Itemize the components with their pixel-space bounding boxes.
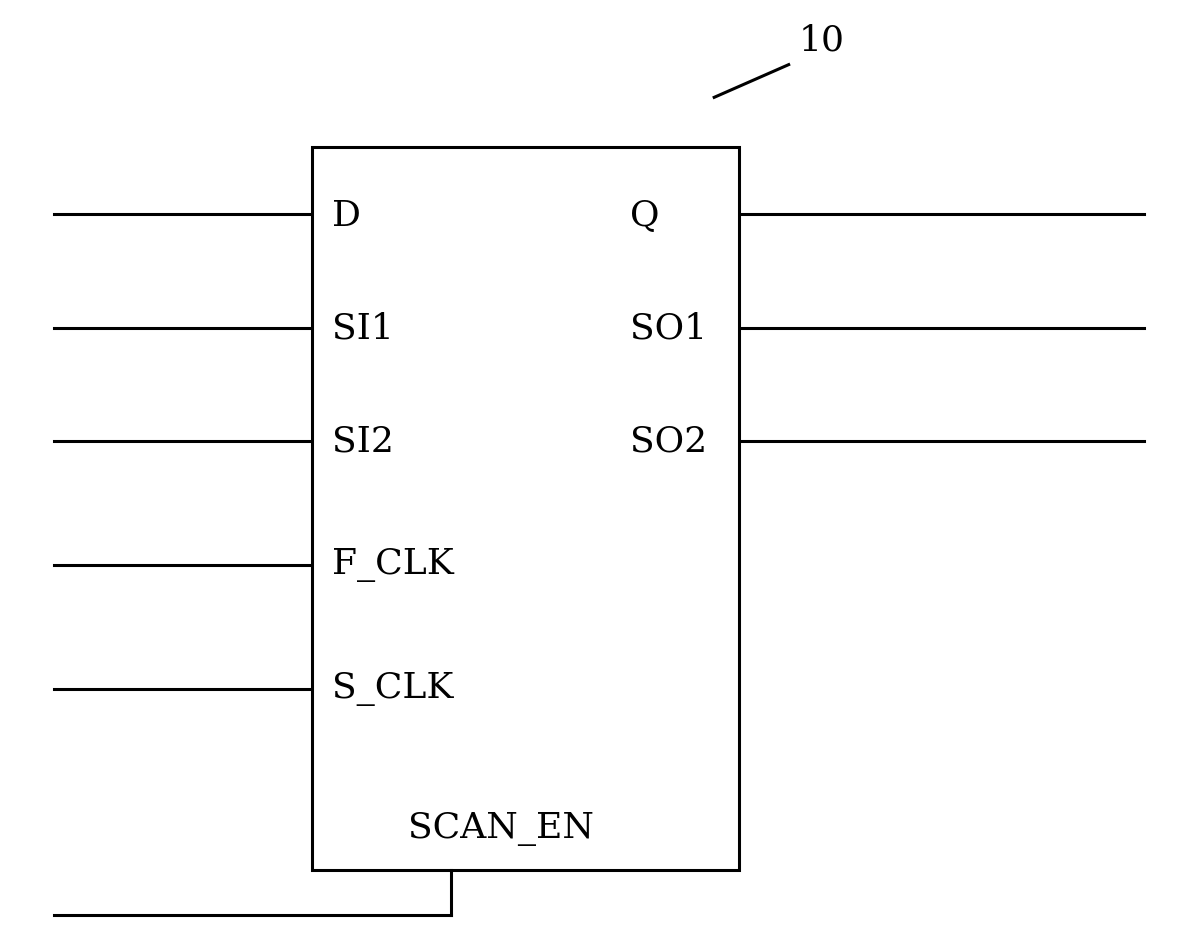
Text: SO1: SO1 xyxy=(630,311,707,345)
Text: S_CLK: S_CLK xyxy=(332,672,453,706)
Text: F_CLK: F_CLK xyxy=(332,549,454,582)
Text: D: D xyxy=(332,199,361,233)
Bar xyxy=(311,147,739,870)
Text: SO2: SO2 xyxy=(630,424,707,458)
Text: SCAN_EN: SCAN_EN xyxy=(407,811,594,846)
Text: Q: Q xyxy=(630,199,659,233)
Text: SI2: SI2 xyxy=(332,424,394,458)
Text: SI1: SI1 xyxy=(332,311,394,345)
Text: 10: 10 xyxy=(799,24,845,58)
